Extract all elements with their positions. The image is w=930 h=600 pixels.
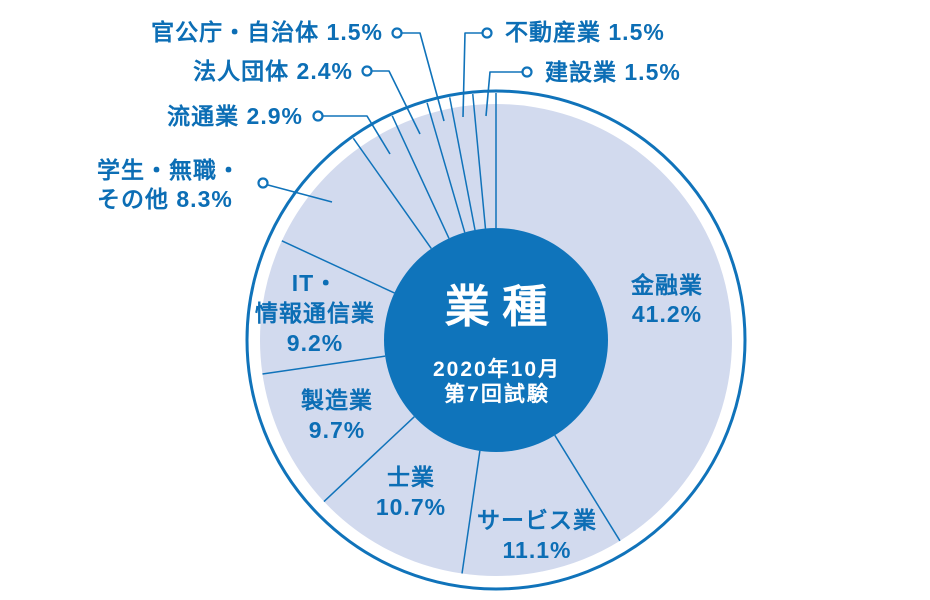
slice-label-student-other: 学生・無職・ その他 8.3% — [97, 157, 241, 212]
slice-label-corporate-org: 法人団体 2.4% — [193, 58, 353, 84]
slice-label-it-telecom: IT・ 情報通信業 9.2% — [255, 270, 375, 356]
slice-label-professional: 士業 10.7% — [375, 464, 447, 520]
leader-dot-construction — [521, 66, 533, 78]
slice-divider — [262, 355, 386, 375]
leader-dot-real-estate — [481, 27, 493, 39]
chart-center-date: 2020年10月 — [432, 358, 562, 381]
slice-divider — [461, 450, 481, 574]
leader-line-student-other — [267, 184, 333, 203]
leader-dot-government — [391, 27, 403, 39]
slice-divider — [426, 102, 466, 233]
leader-dot-corporate-org — [361, 65, 373, 77]
chart-center-exam: 第7回試験 — [444, 383, 550, 406]
slice-divider — [352, 137, 432, 250]
slice-divider — [323, 416, 415, 503]
leader-dot-distribution — [312, 110, 324, 122]
slice-label-government: 官公庁・自治体 1.5% — [151, 19, 383, 45]
slice-label-service: サービス業 11.1% — [477, 507, 597, 563]
slice-label-construction: 建設業 1.5% — [545, 59, 681, 85]
leader-line-corporate-org — [372, 70, 421, 135]
slice-divider — [472, 94, 487, 229]
slice-divider — [281, 240, 395, 294]
slice-label-finance: 金融業 41.2% — [631, 272, 703, 327]
leader-line-real-estate — [462, 32, 482, 118]
slice-divider — [391, 115, 450, 239]
leader-line-government — [402, 32, 445, 122]
leader-dot-student-other — [257, 177, 269, 189]
slice-label-real-estate: 不動産業 1.5% — [505, 19, 665, 45]
leader-line-distribution — [323, 115, 391, 155]
slice-label-distribution: 流通業 2.9% — [167, 103, 303, 129]
slice-divider — [554, 434, 621, 542]
slice-label-manufacturing: 製造業 9.7% — [301, 387, 373, 443]
slice-divider — [448, 97, 476, 231]
leader-line-construction — [485, 71, 522, 117]
center-circle — [384, 228, 608, 452]
chart-center-title: 業種 — [444, 281, 560, 332]
